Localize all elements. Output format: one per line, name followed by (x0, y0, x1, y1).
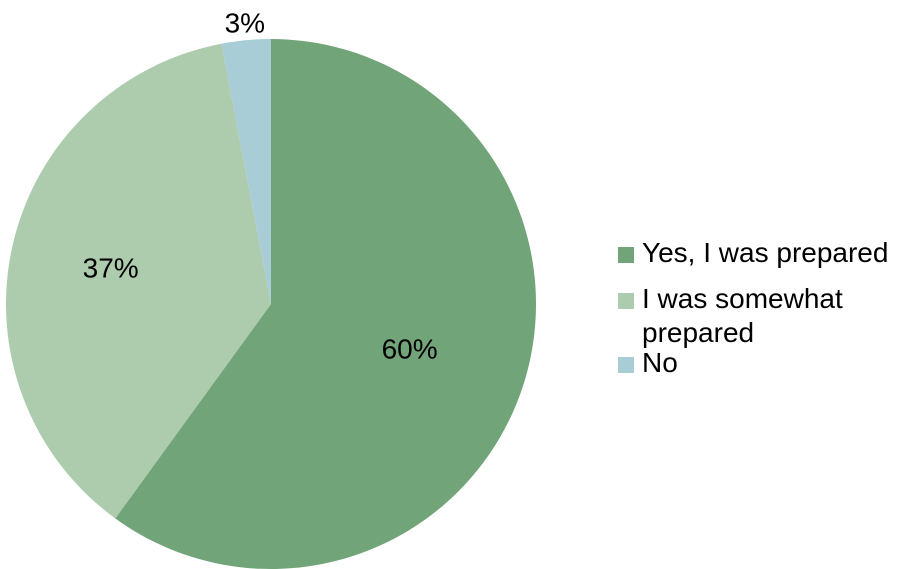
slice-label-yes: 60% (382, 334, 438, 365)
slice-label-somewhat: 37% (83, 253, 139, 284)
legend-item-yes: Yes, I was prepared (618, 236, 918, 270)
legend-label-no: No (642, 347, 678, 378)
pie-slice-labels: 60% 37% 3% (83, 7, 438, 364)
legend-label-somewhat: I was somewhat prepared (642, 283, 843, 348)
legend-swatch-no (618, 357, 634, 373)
chart-legend: Yes, I was prepared I was somewhat prepa… (618, 236, 918, 380)
legend-label-yes: Yes, I was prepared (642, 237, 889, 268)
legend-swatch-yes (618, 247, 634, 263)
pie-slice-somewhat (5, 43, 272, 519)
legend-item-somewhat: I was somewhat prepared (618, 282, 918, 350)
slice-label-no: 3% (225, 7, 265, 38)
pie-slice-no (221, 39, 271, 304)
pie-slices (5, 39, 536, 569)
legend-item-no: No (618, 346, 918, 380)
pie-slice-yes (115, 39, 536, 569)
legend-swatch-somewhat (618, 293, 634, 309)
